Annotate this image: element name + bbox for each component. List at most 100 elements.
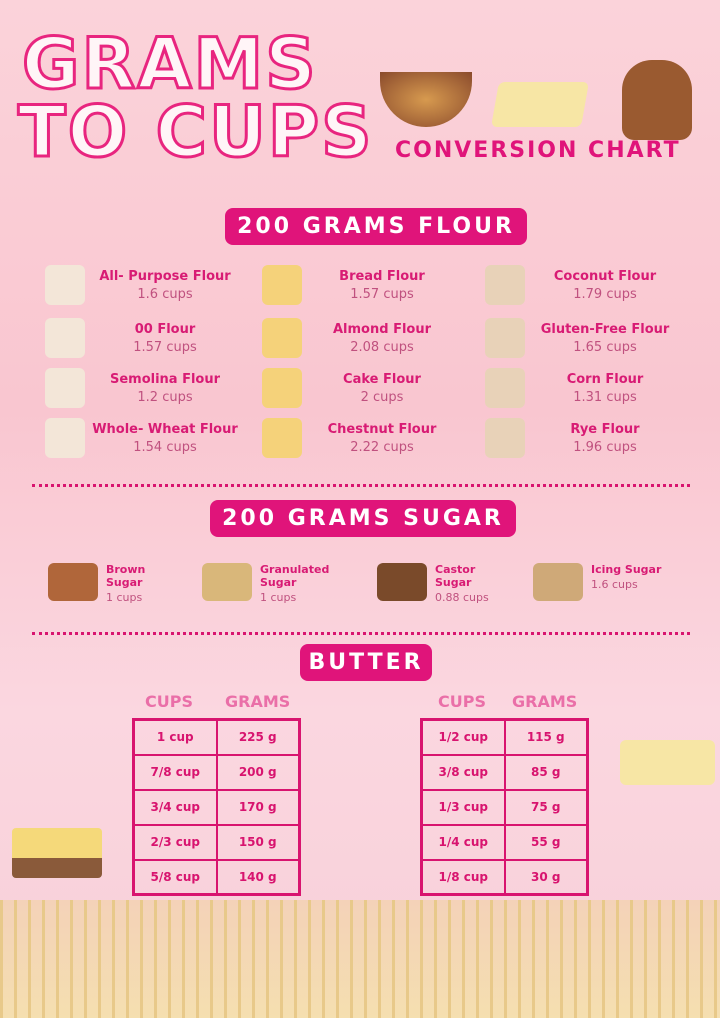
item-value: 1.31 cups: [573, 389, 637, 405]
table-row: 5/8 cup 140 g: [132, 858, 301, 896]
butter-heading: BUTTER: [300, 644, 432, 681]
item-name: Cake Flour: [343, 371, 421, 387]
sack-icon: [45, 418, 85, 458]
item-name: Castor Sugar: [435, 563, 476, 589]
cups-cell: 5/8 cup: [132, 858, 218, 896]
item-name: Semolina Flour: [109, 371, 221, 387]
grams-cell: 140 g: [215, 858, 301, 896]
sugar-item: Castor Sugar 0.88 cups: [377, 563, 510, 604]
flour-bag-icon: [262, 265, 302, 305]
sugar-item: Granulated Sugar 1 cups: [202, 563, 335, 604]
item-name: Corn Flour: [566, 371, 644, 387]
wheat-decoration: [0, 900, 720, 1018]
flour-item: Almond Flour 2.08 cups: [262, 318, 462, 358]
item-name: Bread Flour: [339, 268, 425, 284]
cups-cell: 1 cup: [132, 718, 218, 756]
flour-item: Semolina Flour 1.2 cups: [45, 368, 245, 408]
cups-cell: 7/8 cup: [132, 753, 218, 791]
table-row: 3/4 cup 170 g: [132, 788, 301, 826]
col-grams: GRAMS: [225, 692, 291, 711]
item-name: All- Purpose Flour: [99, 268, 231, 284]
bowl-icon: [262, 318, 302, 358]
item-value: 1.6 cups: [137, 286, 193, 302]
item-name: Brown Sugar: [106, 563, 146, 589]
flour-item: Bread Flour 1.57 cups: [262, 265, 462, 305]
col-cups: CUPS: [145, 692, 193, 711]
table-row: 1/2 cup 115 g: [420, 718, 589, 756]
item-value: 1.65 cups: [573, 339, 637, 355]
item-name: Coconut Flour: [553, 268, 657, 284]
item-value: 1 cups: [106, 591, 143, 604]
flour-item: All- Purpose Flour 1.6 cups: [45, 265, 245, 305]
flour-item: Chestnut Flour 2.22 cups: [262, 418, 462, 458]
flour-bag-icon: [262, 368, 302, 408]
table-row: 1/3 cup 75 g: [420, 788, 589, 826]
table-row: 2/3 cup 150 g: [132, 823, 301, 861]
title-line-1: GRAMS: [21, 23, 318, 105]
flour-item: Whole- Wheat Flour 1.54 cups: [45, 418, 245, 458]
sugar-icon: [533, 563, 583, 601]
flour-item: Cake Flour 2 cups: [262, 368, 462, 408]
item-value: 1.57 cups: [350, 286, 414, 302]
item-value: 1 cups: [260, 591, 297, 604]
col-cups: CUPS: [438, 692, 486, 711]
item-name: Gluten-Free Flour: [540, 321, 670, 337]
grams-cell: 75 g: [503, 788, 589, 826]
grams-cell: 170 g: [215, 788, 301, 826]
cups-cell: 1/4 cup: [420, 823, 506, 861]
butter-icon: [12, 828, 102, 878]
bowl-icon: [485, 368, 525, 408]
brown-sugar-bowl-icon: [380, 72, 472, 127]
flour-item: Coconut Flour 1.79 cups: [485, 265, 685, 305]
flour-carton-icon: [45, 318, 85, 358]
cups-cell: 3/4 cup: [132, 788, 218, 826]
table-row: 3/8 cup 85 g: [420, 753, 589, 791]
subtitle: CONVERSION CHART: [395, 138, 681, 163]
sugar-icon: [377, 563, 427, 601]
item-value: 2.08 cups: [350, 339, 414, 355]
sugar-icon: [202, 563, 252, 601]
table-row: 1/4 cup 55 g: [420, 823, 589, 861]
divider: [32, 632, 690, 635]
cups-cell: 1/8 cup: [420, 858, 506, 896]
flour-item: 00 Flour 1.57 cups: [45, 318, 245, 358]
flour-item: Gluten-Free Flour 1.65 cups: [485, 318, 685, 358]
sack-icon: [262, 418, 302, 458]
flour-bag-icon: [485, 265, 525, 305]
sack-icon: [485, 318, 525, 358]
grams-cell: 115 g: [503, 718, 589, 756]
grams-cell: 30 g: [503, 858, 589, 896]
item-name: Whole- Wheat Flour: [92, 421, 238, 437]
flour-pile-icon: [45, 368, 85, 408]
butter-icon: [620, 740, 715, 785]
grams-cell: 85 g: [503, 753, 589, 791]
sugar-icon: [48, 563, 98, 601]
item-value: 2.22 cups: [350, 439, 414, 455]
cups-cell: 2/3 cup: [132, 823, 218, 861]
cups-cell: 1/2 cup: [420, 718, 506, 756]
item-value: 1.57 cups: [133, 339, 197, 355]
item-name: Rye Flour: [570, 421, 640, 437]
cups-cell: 1/3 cup: [420, 788, 506, 826]
item-value: 0.88 cups: [435, 591, 489, 604]
item-name: Granulated Sugar: [260, 563, 330, 589]
col-grams: GRAMS: [512, 692, 578, 711]
cups-cell: 3/8 cup: [420, 753, 506, 791]
flour-bag-icon: [45, 265, 85, 305]
item-value: 1.54 cups: [133, 439, 197, 455]
butter-table-right: 1/2 cup 115 g 3/8 cup 85 g 1/3 cup 75 g 1/4 cu…: [420, 718, 589, 896]
grams-cell: 225 g: [215, 718, 301, 756]
item-value: 1.2 cups: [137, 389, 193, 405]
item-name: Icing Sugar: [591, 563, 662, 576]
item-name: Almond Flour: [332, 321, 431, 337]
item-name: 00 Flour: [134, 321, 196, 337]
flour-item: Corn Flour 1.31 cups: [485, 368, 685, 408]
sugar-heading: 200 GRAMS SUGAR: [210, 500, 516, 537]
flour-heading: 200 GRAMS FLOUR: [225, 208, 527, 245]
table-row: 1 cup 225 g: [132, 718, 301, 756]
title-line-2: TO CUPS: [17, 91, 374, 173]
sack-icon: [485, 418, 525, 458]
item-value: 1.79 cups: [573, 286, 637, 302]
flour-sack-icon: [622, 60, 692, 140]
butter-icon: [491, 82, 589, 127]
